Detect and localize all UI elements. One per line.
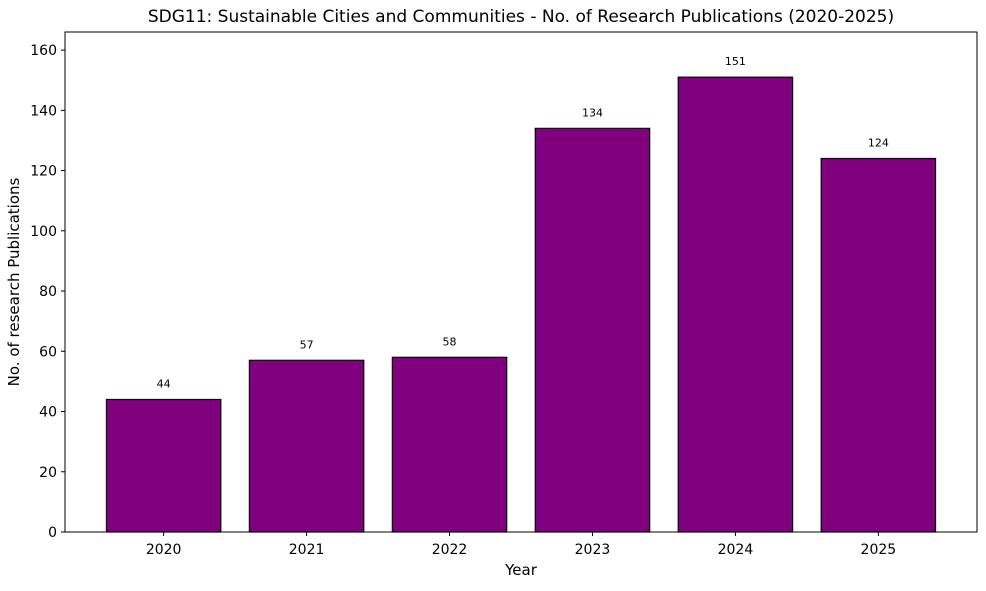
y-tick-label: 80 [39,284,57,300]
x-tick-label: 2023 [575,542,611,558]
y-tick-label: 140 [30,103,57,119]
y-axis-label: No. of research Publications [5,177,23,386]
data-label-2020: 44 [157,377,171,390]
bar-2025 [820,157,937,533]
y-tick-label: 60 [39,344,57,360]
bar-2022 [391,356,508,533]
bar-2020 [105,398,222,533]
x-tick-label: 2024 [718,542,754,558]
bar-2021 [248,359,365,533]
data-label-2025: 124 [868,137,889,150]
y-tick-label: 40 [39,405,57,421]
bar-2024 [677,76,794,533]
y-tick-label: 120 [30,164,57,180]
data-label-2022: 58 [443,335,457,348]
y-tick-label: 0 [48,525,57,541]
x-tick-label: 2021 [289,542,325,558]
chart-title: SDG11: Sustainable Cities and Communitie… [148,7,894,27]
data-label-2024: 151 [725,55,746,68]
y-tick-label: 100 [30,224,57,240]
x-axis-label: Year [504,561,538,579]
y-tick-label: 160 [30,43,57,59]
data-label-2021: 57 [300,338,314,351]
plot-frame [64,31,978,533]
y-tick-label: 20 [39,465,57,481]
x-tick-label: 2025 [861,542,897,558]
x-tick-label: 2022 [432,542,468,558]
data-label-2023: 134 [582,106,603,119]
x-tick-label: 2020 [146,542,182,558]
bar-2023 [534,127,651,533]
